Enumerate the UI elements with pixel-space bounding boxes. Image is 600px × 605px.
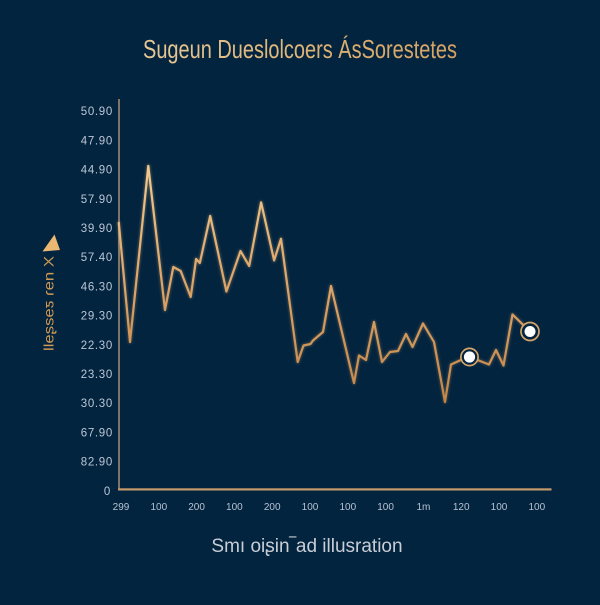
svg-text:57.40: 57.40 [81,252,113,264]
svg-text:100: 100 [528,502,545,513]
svg-text:39.90: 39.90 [81,223,113,235]
svg-text:1m: 1m [416,502,430,513]
svg-text:100: 100 [150,502,167,513]
svg-text:67.90: 67.90 [81,427,113,439]
svg-text:120: 120 [453,502,470,513]
svg-text:57.90: 57.90 [81,194,113,206]
svg-text:44.90: 44.90 [81,165,113,177]
svg-text:46.30: 46.30 [81,281,113,293]
svg-text:Sugeun Dueslolcoers ÁsSorestet: Sugeun Dueslolcoers ÁsSorestetes [143,34,457,64]
svg-text:50.90: 50.90 [81,106,113,118]
svg-text:100: 100 [491,502,508,513]
svg-text:100: 100 [302,502,319,513]
svg-text:22.30: 22.30 [81,340,113,352]
svg-text:23.30: 23.30 [81,369,113,381]
svg-text:Smı oiʂin‾ad illusration: Smı oiʂin‾ad illusration [211,536,402,557]
svg-text:47.90: 47.90 [81,135,113,147]
svg-text:100: 100 [339,502,356,513]
svg-text:200: 200 [264,502,281,513]
svg-text:82.90: 82.90 [81,457,113,469]
svg-text:100: 100 [226,502,243,513]
svg-text:100: 100 [377,502,394,513]
svg-text:30.30: 30.30 [81,398,113,410]
svg-text:0: 0 [104,486,111,498]
svg-text:299: 299 [113,502,130,513]
svg-text:29.30: 29.30 [81,311,113,323]
svg-text:200: 200 [188,502,205,513]
svg-text:lleʂseƽ ɾen X: lleʂseƽ ɾen X [42,256,57,351]
